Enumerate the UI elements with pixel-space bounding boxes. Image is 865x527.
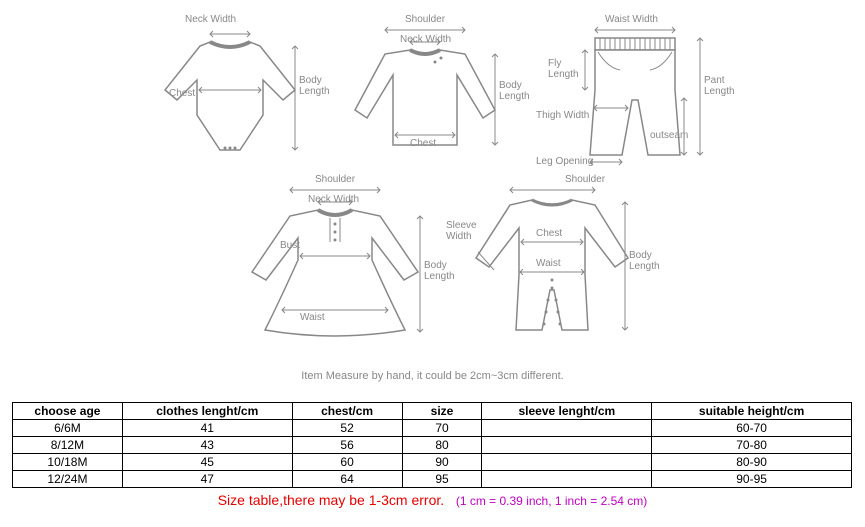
label-neck-width: Neck Width (185, 14, 236, 25)
col-chest: chest/cm (292, 403, 402, 420)
table-row: 6/6M 41 52 70 60-70 (13, 420, 852, 437)
diagram-pants: Waist Width FlyLength PantLength Thigh W… (550, 20, 720, 170)
label-shoulder: Shoulder (315, 174, 355, 185)
label-body-length: BodyLength (424, 260, 455, 282)
table-row: 12/24M 47 64 95 90-95 (13, 471, 852, 488)
label-shoulder: Shoulder (565, 174, 605, 185)
label-chest: Chest (410, 138, 436, 149)
label-neck-width: Neck Width (308, 194, 359, 205)
label-chest: Chest (536, 228, 562, 239)
label-pant-length: PantLength (704, 75, 735, 97)
label-neck-width: Neck Width (400, 34, 451, 45)
col-sleeve: sleeve lenght/cm (482, 403, 652, 420)
size-table: choose age clothes lenght/cm chest/cm si… (12, 402, 852, 488)
conversion-text: (1 cm = 0.39 inch, 1 inch = 2.54 cm) (456, 494, 647, 508)
label-sleeve-width: SleeveWidth (446, 220, 477, 242)
table-header-row: choose age clothes lenght/cm chest/cm si… (13, 403, 852, 420)
measure-note: Item Measure by hand, it could be 2cm~3c… (0, 370, 865, 382)
col-height: suitable height/cm (652, 403, 852, 420)
diagram-bodysuit: Neck Width Chest BodyLength (155, 20, 305, 160)
label-fly-length: FlyLength (548, 58, 579, 80)
label-bust: Bust (280, 240, 300, 251)
label-body-length: BodyLength (499, 80, 530, 102)
table-body: 6/6M 41 52 70 60-70 8/12M 43 56 80 70-80… (13, 420, 852, 488)
label-shoulder: Shoulder (405, 14, 445, 25)
label-outseam: outseam (650, 130, 688, 141)
label-leg-opening: Leg Opening (536, 156, 593, 167)
label-chest: Chest (169, 88, 195, 99)
col-age: choose age (13, 403, 123, 420)
col-size: size (402, 403, 482, 420)
footer-note: Size table,there may be 1-3cm error. (1 … (0, 492, 865, 508)
table-row: 10/18M 45 60 90 80-90 (13, 454, 852, 471)
col-length: clothes lenght/cm (122, 403, 292, 420)
label-body-length: BodyLength (299, 75, 330, 97)
table-row: 8/12M 43 56 80 70-80 (13, 437, 852, 454)
label-waist: Waist (300, 312, 325, 323)
diagrams-area: Neck Width Chest BodyLength (0, 0, 865, 360)
diagram-top: Shoulder Neck Width Chest BodyLength (345, 20, 505, 160)
label-thigh-width: Thigh Width (536, 110, 589, 121)
label-waist-width: Waist Width (605, 14, 658, 25)
label-body-length: BodyLength (629, 250, 660, 272)
label-waist: Waist (536, 258, 561, 269)
diagram-romper: Shoulder SleeveWidth Chest Waist BodyLen… (470, 180, 640, 345)
diagram-dress: Shoulder Neck Width Bust Waist BodyLengt… (240, 180, 430, 345)
error-text: Size table,there may be 1-3cm error. (218, 492, 444, 508)
